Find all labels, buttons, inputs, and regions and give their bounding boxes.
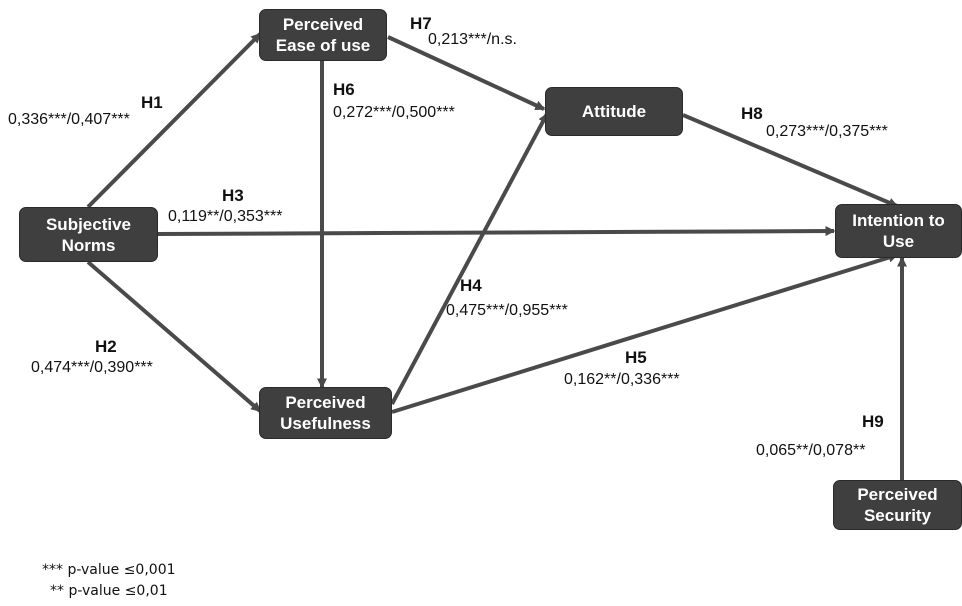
node-perceived-ease-of-use: Perceived Ease of use — [259, 9, 387, 61]
hypothesis-h8-label: H8 — [741, 104, 763, 123]
hypothesis-h3-value: 0,119**/0,353*** — [168, 208, 283, 225]
arrow-norms-to-usefulness — [86, 260, 262, 413]
hypothesis-h4-value: 0,475***/0,955*** — [446, 302, 568, 319]
hypothesis-h2-value: 0,474***/0,390*** — [31, 359, 153, 376]
legend-significance-001: *** p-value ≤0,001 — [42, 562, 176, 578]
hypothesis-h9-value: 0,065**/0,078** — [756, 442, 866, 459]
hypothesis-h6-label: H6 — [333, 80, 355, 99]
hypothesis-h1-label: H1 — [141, 93, 163, 112]
node-perceived-security: Perceived Security — [833, 480, 962, 530]
legend-significance-01: ** p-value ≤0,01 — [50, 583, 168, 599]
hypothesis-h4-label: H4 — [460, 276, 482, 295]
hypothesis-h5-label: H5 — [625, 348, 647, 367]
hypothesis-h5-value: 0,162**/0,336*** — [564, 371, 680, 388]
arrow-usefulness-to-intention — [391, 252, 899, 414]
node-attitude: Attitude — [545, 87, 683, 136]
hypothesis-h2-label: H2 — [95, 337, 117, 356]
hypothesis-h9-label: H9 — [862, 412, 884, 431]
node-intention-to-use: Intention to Use — [835, 204, 962, 258]
hypothesis-h1-value: 0,336***/0,407*** — [8, 111, 130, 128]
node-perceived-usefulness: Perceived Usefulness — [259, 387, 392, 439]
hypothesis-h7-value: 0,213***/n.s. — [428, 31, 517, 48]
hypothesis-h8-value: 0,273***/0,375*** — [766, 123, 888, 140]
arrow-norms-to-intention — [157, 226, 836, 237]
arrow-attitude-to-intention — [682, 113, 899, 208]
arrow-usefulness-to-attitude — [390, 112, 549, 405]
arrow-norms-to-ease — [86, 32, 262, 209]
arrow-ease-to-attitude — [387, 35, 546, 111]
node-subjective-norms: Subjective Norms — [19, 207, 158, 262]
hypothesis-h3-label: H3 — [222, 186, 244, 205]
hypothesis-h7-label: H7 — [410, 14, 432, 33]
hypothesis-h6-value: 0,272***/0,500*** — [333, 104, 455, 121]
